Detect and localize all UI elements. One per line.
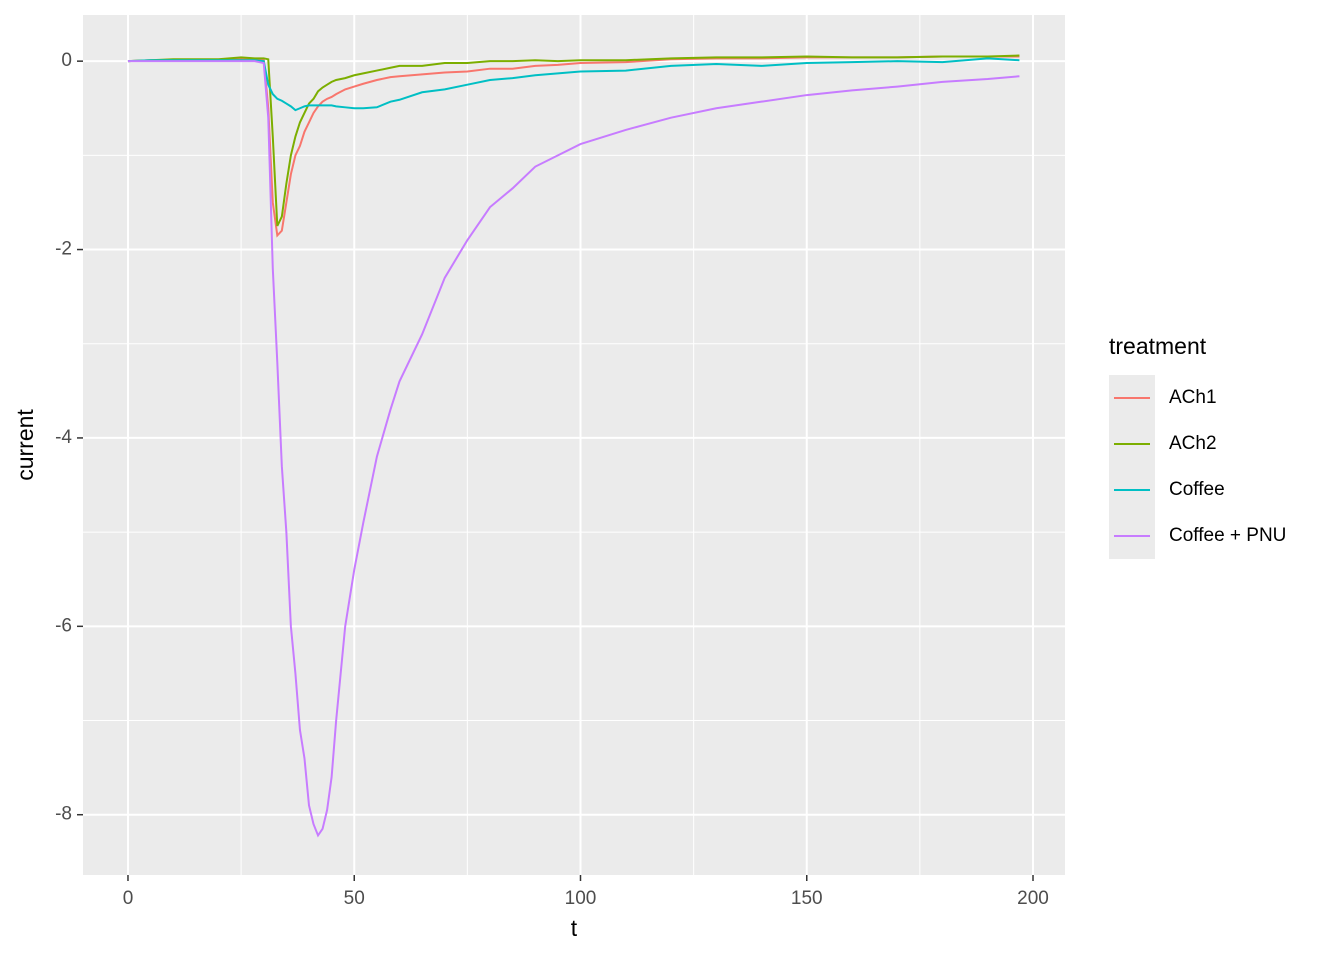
legend-key-bg xyxy=(1109,375,1155,559)
x-tick-label: 50 xyxy=(344,888,365,909)
y-tick-label: 0 xyxy=(61,50,72,71)
legend-title: treatment xyxy=(1109,333,1207,359)
y-axis-label: current xyxy=(12,409,38,481)
data-line xyxy=(127,60,1020,838)
x-axis-label: t xyxy=(571,915,578,941)
x-tick-label: 0 xyxy=(123,888,134,909)
plot-panel xyxy=(83,15,1065,875)
y-tick-label: -6 xyxy=(55,615,72,636)
y-tick-label: -2 xyxy=(55,239,72,260)
data-line xyxy=(127,57,1020,112)
y-tick-label: -4 xyxy=(55,427,72,448)
legend-label: Coffee xyxy=(1169,479,1225,500)
data-line xyxy=(127,54,1020,227)
x-tick-label: 200 xyxy=(1017,888,1049,909)
y-tick-label: -8 xyxy=(55,804,72,825)
legend-label: ACh2 xyxy=(1169,433,1217,454)
x-tick-label: 100 xyxy=(565,888,597,909)
x-tick-label: 150 xyxy=(791,888,823,909)
legend-label: ACh1 xyxy=(1169,387,1217,408)
legend-label: Coffee + PNU xyxy=(1169,525,1286,546)
